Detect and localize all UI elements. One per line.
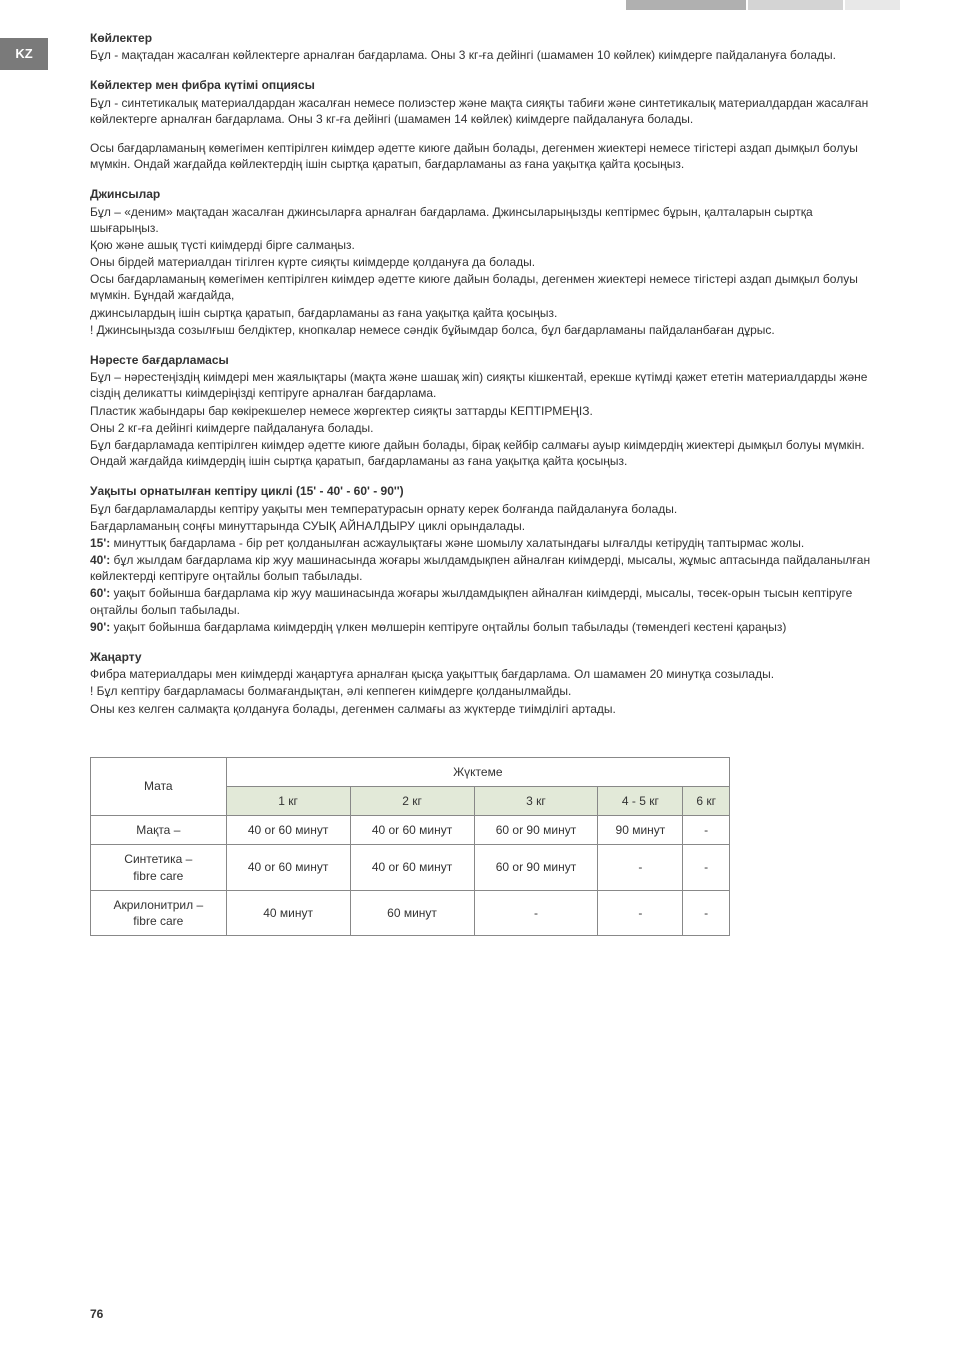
cell: - [474,890,598,935]
paragraph: Оны кез келген салмақта қолдануға болады… [90,701,880,717]
cell: 90 минут [598,816,683,845]
cell: 40 or 60 минут [350,845,474,890]
paragraph: Оны 2 кг-ға дейінгі киімдерге пайдалануғ… [90,420,880,436]
deco-bar [626,0,746,10]
col-header: 1 кг [226,786,350,815]
page-number: 76 [90,1306,103,1322]
row-name: Синтетика –fibre care [91,845,227,890]
header-decoration [626,0,900,10]
cell: 40 or 60 минут [226,816,350,845]
row-name: Мақта – [91,816,227,845]
paragraph: Бағдарламаның соңғы минуттарында СУЫҚ АЙ… [90,518,880,534]
cell: 40 or 60 минут [350,816,474,845]
table-row: Мақта – 40 or 60 минут 40 or 60 минут 60… [91,816,730,845]
language-tab: KZ [0,38,48,70]
paragraph: Бұл – нәрестеңіздің киімдері мен жаялықт… [90,369,880,401]
section-heading: Көйлектер мен фибра күтімі опциясы [90,77,880,93]
paragraph: 60': уақыт бойынша бағдарлама кір жуу ма… [90,585,880,617]
load-table: Мата Жүктеме 1 кг 2 кг 3 кг 4 - 5 кг 6 к… [90,757,730,936]
deco-bar [748,0,843,10]
paragraph: Осы бағдарламаның көмегімен кептірілген … [90,140,880,172]
col-header: 2 кг [350,786,474,815]
cell: 60 минут [350,890,474,935]
table-row: Синтетика –fibre care 40 or 60 минут 40 … [91,845,730,890]
cell: - [683,845,730,890]
paragraph: Фибра материалдары мен киімдерді жаңарту… [90,666,880,682]
paragraph: Бұл – «деним» мақтадан жасалған джинсыла… [90,204,880,236]
section-heading: Көйлектер [90,30,880,46]
cell: - [683,816,730,845]
deco-bar [845,0,900,10]
cell: - [598,845,683,890]
paragraph: 40': бұл жылдам бағдарлама кір жуу машин… [90,552,880,584]
col-header: 4 - 5 кг [598,786,683,815]
paragraph: Оны бірдей материалдан тігілген күрте си… [90,254,880,270]
paragraph: Бұл - синтетикалық материалдардан жасалғ… [90,95,880,127]
paragraph: Бұл - мақтадан жасалған көйлектерге арна… [90,47,880,63]
col-header: 3 кг [474,786,598,815]
paragraph: 90': уақыт бойынша бағдарлама киімдердің… [90,619,880,635]
paragraph: ! Джинсыңызда созылғыш белдіктер, кнопка… [90,322,880,338]
paragraph: Осы бағдарламаның көмегімен кептірілген … [90,271,880,303]
row-name: Акрилонитрил –fibre care [91,890,227,935]
table-header-group: Жүктеме [226,757,729,786]
table-row: Акрилонитрил –fibre care 40 минут 60 мин… [91,890,730,935]
cell: 40 минут [226,890,350,935]
table-header-main: Мата [91,757,227,815]
cell: 60 or 90 минут [474,845,598,890]
section-heading: Уақыты орнатылған кептіру циклі (15' - 4… [90,483,880,499]
paragraph: джинсылардың ішін сыртқа қаратып, бағдар… [90,305,880,321]
cell: 60 or 90 минут [474,816,598,845]
paragraph: Бұл бағдарламада кептірілген киімдер әде… [90,437,880,469]
section-heading: Нәресте бағдарламасы [90,352,880,368]
paragraph: Қою және ашық түсті киімдерді бірге салм… [90,237,880,253]
cell: - [683,890,730,935]
section-heading: Жаңарту [90,649,880,665]
paragraph: 15': минуттық бағдарлама - бір рет қолда… [90,535,880,551]
cell: - [598,890,683,935]
cell: 40 or 60 минут [226,845,350,890]
col-header: 6 кг [683,786,730,815]
section-heading: Джинсылар [90,186,880,202]
body-content: Көйлектер Бұл - мақтадан жасалған көйлек… [90,30,880,936]
paragraph: Бұл бағдарламаларды кептіру уақыты мен т… [90,501,880,517]
paragraph: ! Бұл кептіру бағдарламасы болмағандықта… [90,683,880,699]
paragraph: Пластик жабындары бар көкірекшелер немес… [90,403,880,419]
